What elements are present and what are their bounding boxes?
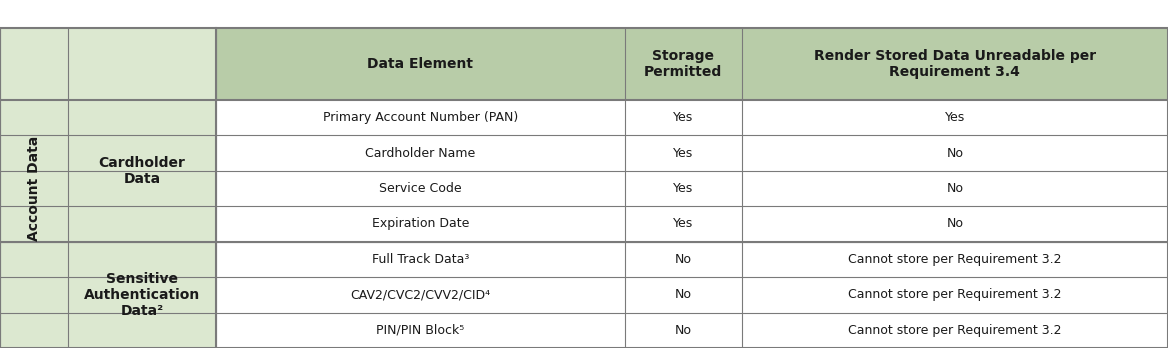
Text: Render Stored Data Unreadable per
Requirement 3.4: Render Stored Data Unreadable per Requir… [814, 49, 1096, 79]
Bar [68, 28, 216, 348]
Text: No: No [675, 253, 691, 266]
Bar [216, 100, 625, 135]
Text: Cardholder Name: Cardholder Name [366, 147, 475, 159]
Text: Service Code: Service Code [380, 182, 461, 195]
Bar [216, 277, 625, 313]
Text: PIN/PIN Block⁵: PIN/PIN Block⁵ [376, 324, 465, 337]
Text: Yes: Yes [673, 182, 694, 195]
Text: No: No [675, 288, 691, 301]
Bar [216, 206, 625, 242]
Text: Cannot store per Requirement 3.2: Cannot store per Requirement 3.2 [848, 324, 1062, 337]
Bar [742, 135, 1168, 171]
Text: No: No [675, 324, 691, 337]
Text: Cannot store per Requirement 3.2: Cannot store per Requirement 3.2 [848, 253, 1062, 266]
Bar [742, 171, 1168, 206]
Text: No: No [946, 147, 964, 159]
Bar [216, 242, 625, 277]
Text: Account Data: Account Data [27, 135, 41, 240]
Text: Expiration Date: Expiration Date [371, 218, 470, 230]
Bar [625, 28, 742, 100]
Text: Cannot store per Requirement 3.2: Cannot store per Requirement 3.2 [848, 288, 1062, 301]
Text: Storage
Permitted: Storage Permitted [645, 49, 722, 79]
Bar [216, 313, 625, 348]
Text: Yes: Yes [945, 111, 965, 124]
Text: Primary Account Number (PAN): Primary Account Number (PAN) [322, 111, 519, 124]
Bar [625, 313, 742, 348]
Bar [742, 277, 1168, 313]
Bar [625, 171, 742, 206]
Bar [625, 135, 742, 171]
Text: Sensitive
Authentication
Data²: Sensitive Authentication Data² [84, 272, 200, 318]
Bar [216, 135, 625, 171]
Text: Yes: Yes [673, 111, 694, 124]
Bar [742, 242, 1168, 277]
Bar [742, 313, 1168, 348]
Text: Yes: Yes [673, 147, 694, 159]
Bar [742, 28, 1168, 100]
Bar [625, 277, 742, 313]
Bar [742, 100, 1168, 135]
Text: Full Track Data³: Full Track Data³ [371, 253, 470, 266]
Bar [0, 28, 68, 348]
Text: Cardholder
Data: Cardholder Data [98, 156, 186, 186]
Text: Yes: Yes [673, 218, 694, 230]
Bar [216, 28, 625, 100]
Text: No: No [946, 218, 964, 230]
Bar [625, 100, 742, 135]
Bar [216, 171, 625, 206]
Text: Data Element: Data Element [368, 57, 473, 71]
Text: CAV2/CVC2/CVV2/CID⁴: CAV2/CVC2/CVV2/CID⁴ [350, 288, 491, 301]
Bar [625, 242, 742, 277]
Text: No: No [946, 182, 964, 195]
Bar [742, 206, 1168, 242]
Bar [625, 206, 742, 242]
